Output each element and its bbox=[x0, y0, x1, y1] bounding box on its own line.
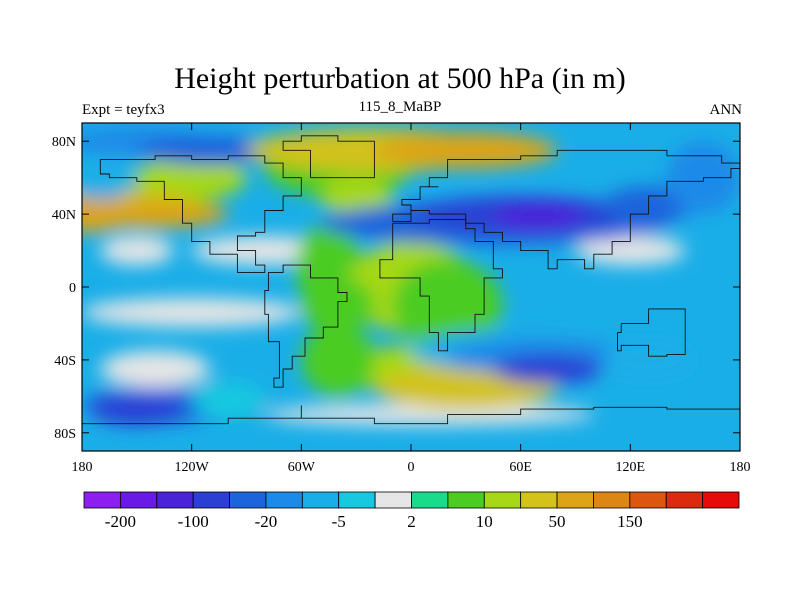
continent-outline bbox=[379, 219, 503, 352]
continent-outline bbox=[617, 308, 686, 357]
colorbar-swatch bbox=[665, 491, 704, 509]
field-patch bbox=[301, 323, 375, 397]
colorbar-swatch bbox=[265, 491, 303, 509]
colorbar-label: -20 bbox=[255, 512, 278, 531]
field-patch bbox=[493, 203, 585, 233]
continent-outline bbox=[392, 149, 740, 270]
colorbar-swatch bbox=[192, 491, 230, 509]
chart-title: Height perturbation at 500 hPa (in m) bbox=[174, 62, 626, 95]
field-patch bbox=[82, 297, 302, 328]
field-patch bbox=[91, 396, 183, 426]
y-tick-label: 40N bbox=[52, 208, 76, 223]
colorbar-swatch bbox=[483, 491, 522, 509]
y-tick-label: 80S bbox=[54, 427, 76, 442]
y-tick-label: 40S bbox=[54, 354, 76, 369]
colorbar-swatch bbox=[520, 491, 558, 509]
field-patch bbox=[264, 403, 594, 426]
continent-outline bbox=[82, 405, 740, 425]
colorbar-label: -100 bbox=[178, 512, 209, 531]
field-patch bbox=[191, 381, 265, 419]
colorbar-swatch bbox=[411, 491, 449, 509]
y-tick-label: 80N bbox=[52, 135, 76, 150]
season-label: ANN bbox=[709, 102, 743, 118]
colorbar-swatch bbox=[447, 491, 485, 509]
field-patch bbox=[136, 135, 284, 165]
x-tick-label: 120W bbox=[175, 460, 210, 475]
colorbar-swatch bbox=[556, 491, 594, 509]
colorbar-swatch bbox=[83, 491, 121, 509]
colorbar-label: 50 bbox=[549, 512, 566, 531]
period-label: 115_8_MaBP bbox=[358, 99, 442, 115]
colorbar-swatch bbox=[702, 491, 740, 509]
colorbar-swatch bbox=[338, 491, 376, 509]
colorbar-label: 150 bbox=[617, 512, 643, 531]
x-tick-label: 180 bbox=[730, 460, 751, 475]
x-tick-label: 120E bbox=[616, 460, 646, 475]
colorbar-label: 10 bbox=[476, 512, 493, 531]
x-tick-label: 60W bbox=[288, 460, 316, 475]
field-patch bbox=[602, 341, 695, 379]
continent-outline bbox=[282, 135, 375, 179]
colorbar-swatch bbox=[156, 491, 194, 509]
field-patch bbox=[374, 132, 558, 169]
colorbar-label: 2 bbox=[407, 512, 416, 531]
colorbar-swatch bbox=[301, 491, 340, 509]
x-tick-label: 180 bbox=[72, 460, 93, 475]
colorbar-swatch bbox=[374, 491, 412, 509]
x-tick-label: 0 bbox=[408, 460, 415, 475]
colorbar-swatch bbox=[229, 491, 267, 509]
x-tick-label: 60E bbox=[509, 460, 532, 475]
colorbar-swatch bbox=[593, 491, 631, 509]
continent-outline bbox=[264, 264, 348, 388]
colorbar-swatch bbox=[629, 491, 667, 509]
field-patch bbox=[493, 354, 603, 384]
colorbar-label: -200 bbox=[105, 512, 136, 531]
field-patch bbox=[575, 235, 686, 266]
colorbar-swatch bbox=[119, 491, 158, 509]
colorbar-label: -5 bbox=[332, 512, 346, 531]
field-patch bbox=[319, 177, 393, 215]
experiment-label: Expt = teyfx3 bbox=[82, 102, 165, 118]
field-patch bbox=[82, 199, 229, 229]
y-tick-label: 0 bbox=[69, 281, 76, 296]
field-patch bbox=[100, 235, 174, 266]
heatmap-field bbox=[82, 123, 740, 451]
field-patch bbox=[100, 350, 210, 388]
continent-outline bbox=[99, 155, 302, 273]
